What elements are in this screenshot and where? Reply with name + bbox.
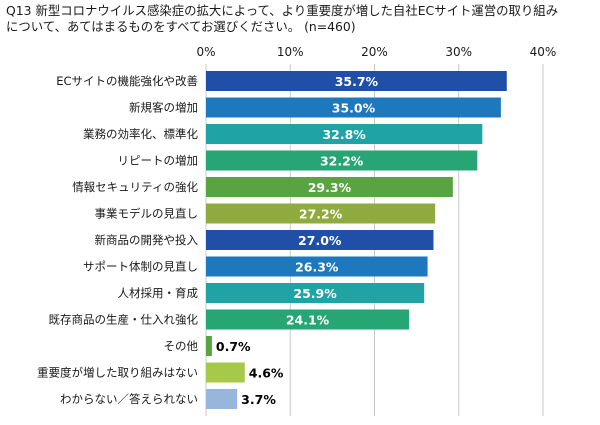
category-label-8: サポート体制の見直し [83, 260, 198, 274]
bar-6 [206, 203, 436, 224]
value-labels: 35.7% 35.0% 32.8% 32.2% 29.3% 27.2% 27.0% 26.3%… [216, 74, 379, 407]
value-label-4: 32.2% [320, 154, 364, 169]
value-label-8: 26.3% [295, 260, 339, 275]
category-label-5: 情報セキュリティの強化 [72, 180, 198, 194]
bar-10 [206, 309, 410, 330]
tick-label-0: 0% [196, 45, 215, 59]
tick-label-30: 30% [445, 45, 472, 59]
bar-7 [206, 230, 434, 250]
value-label-7: 27.0% [298, 233, 342, 248]
bar-5 [206, 177, 453, 197]
bar-12 [206, 362, 245, 383]
category-labels: ECサイトの機能強化や改善新規客の増加業務の効率化、標準化リピートの増加情報セキ… [37, 74, 198, 406]
bar-4 [206, 150, 478, 171]
category-label-1: ECサイトの機能強化や改善 [56, 74, 198, 88]
category-label-9: 人材採用・育成 [118, 286, 199, 300]
value-label-1: 35.7% [335, 74, 379, 89]
category-label-7: 新商品の開発や投入 [95, 233, 199, 247]
tick-label-40: 40% [530, 45, 557, 59]
x-axis-ticks: 0% 10% 20% 30% 40% [196, 45, 556, 59]
category-label-12: 重要度が増した取り組みはない [37, 366, 198, 380]
bar-8 [206, 256, 428, 277]
category-label-3: 業務の効率化、標準化 [83, 127, 198, 141]
bars [206, 71, 507, 409]
value-label-5: 29.3% [308, 180, 352, 195]
category-label-4: リピートの増加 [118, 154, 199, 168]
value-label-9: 25.9% [293, 286, 337, 301]
category-label-6: 事業モデルの見直し [95, 207, 199, 221]
bar-2 [206, 97, 501, 118]
value-label-10: 24.1% [286, 313, 330, 328]
value-label-12: 4.6% [249, 366, 284, 381]
value-label-11: 0.7% [216, 339, 251, 354]
bar-13 [206, 389, 238, 409]
tick-label-10: 10% [277, 45, 304, 59]
value-label-3: 32.8% [322, 127, 366, 142]
category-label-13: わからない／答えられない [60, 392, 198, 406]
value-label-6: 27.2% [299, 207, 343, 222]
value-label-2: 35.0% [332, 101, 376, 116]
bar-1 [206, 71, 507, 91]
bar-3 [206, 124, 483, 144]
category-label-2: 新規客の増加 [129, 101, 198, 115]
question-text: Q13 新型コロナウイルス感染症の拡大によって、より重要度が増した自社ECサイト… [6, 3, 559, 34]
tick-label-20: 20% [361, 45, 388, 59]
value-label-13: 3.7% [241, 392, 276, 407]
bar-11 [206, 336, 212, 356]
bar-9 [206, 283, 425, 303]
category-label-11: その他 [164, 339, 199, 353]
category-label-10: 既存商品の生産・仕入れ強化 [49, 313, 199, 327]
